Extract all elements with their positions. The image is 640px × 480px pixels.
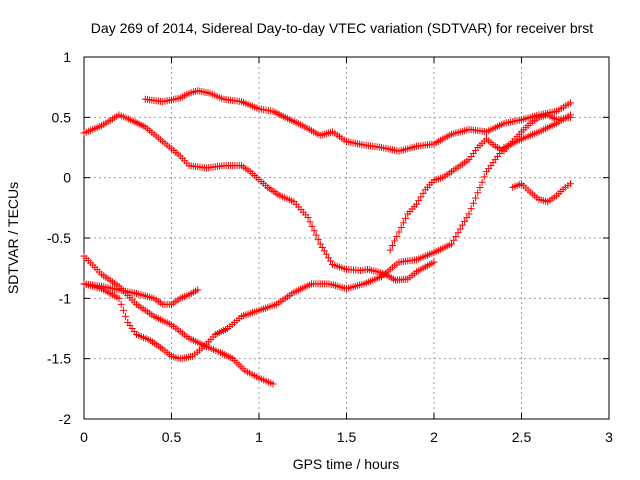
y-tick-label: 0.5 [52,109,72,125]
y-tick-label: -0.5 [47,230,71,246]
y-tick-label: -1.5 [47,351,71,367]
data-point-marker [463,214,471,222]
data-point-marker [450,236,458,244]
data-point-marker [417,193,425,201]
data-point-marker [461,217,469,225]
data-point-marker [478,178,486,186]
data-points [80,87,574,388]
grid-lines [84,57,609,419]
x-tick-label: 0 [80,429,88,445]
data-point-marker [312,231,320,239]
data-point-marker [388,242,396,250]
data-point-marker [474,189,482,197]
data-point-marker [452,232,460,240]
data-point-marker [194,286,202,294]
x-axis-label: GPS time / hours [293,456,400,472]
data-point-marker [472,194,480,202]
x-tick-label: 0.5 [162,429,182,445]
data-point-marker [458,221,466,229]
data-point-marker [386,246,394,254]
series-track-5 [80,111,574,363]
data-point-marker [119,306,127,314]
data-point-marker [456,225,464,233]
data-point-marker [397,223,405,231]
data-point-marker [476,183,484,191]
data-point-marker [122,312,130,320]
y-tick-label: 0 [63,170,71,186]
data-point-marker [454,229,462,237]
data-point-marker [399,219,407,227]
y-tick-label: 1 [63,49,71,65]
x-tick-label: 1 [255,429,263,445]
data-point-marker [306,218,314,226]
data-point-marker [310,227,318,235]
data-point-marker [567,99,574,107]
data-point-marker [402,214,410,222]
data-point-marker [567,113,574,121]
data-point-marker [448,240,455,248]
data-point-marker [308,222,316,230]
data-point-marker [391,237,399,245]
data-point-marker [467,205,475,213]
data-point-marker [465,210,473,218]
x-tick-label: 3 [605,429,613,445]
data-point-marker [480,173,488,181]
data-point-marker [415,197,423,205]
chart-title: Day 269 of 2014, Sidereal Day-to-day VTE… [91,20,593,36]
series-track-3 [80,252,277,388]
data-point-marker [304,213,312,221]
data-point-marker [413,200,420,208]
x-tick-label: 1.5 [337,429,357,445]
series-track-4 [80,280,202,308]
data-point-marker [469,199,477,207]
y-axis-label: SDTVAR / TECUs [5,182,21,294]
series-track-1 [80,111,438,284]
data-point-marker [314,236,322,244]
series-track-2 [141,87,574,155]
x-tick-label: 2.5 [512,429,532,445]
x-tick-label: 2 [430,429,438,445]
data-point-marker [395,228,403,236]
data-point-marker [117,300,125,308]
data-point-marker [430,258,438,266]
series-track-7 [509,180,574,206]
data-point-marker [567,180,574,188]
data-point-marker [419,189,427,197]
axis-ticks: 0 0.5 1 1.5 2 2.5 3 -2 -1.5 -1 -0.5 0 0.5 1 [47,49,613,445]
series-track-6 [386,111,574,254]
data-point-marker [269,380,277,388]
data-point-marker [393,232,401,240]
y-tick-label: -2 [59,411,72,427]
data-point-marker [115,294,123,302]
y-tick-label: -1 [59,290,72,306]
